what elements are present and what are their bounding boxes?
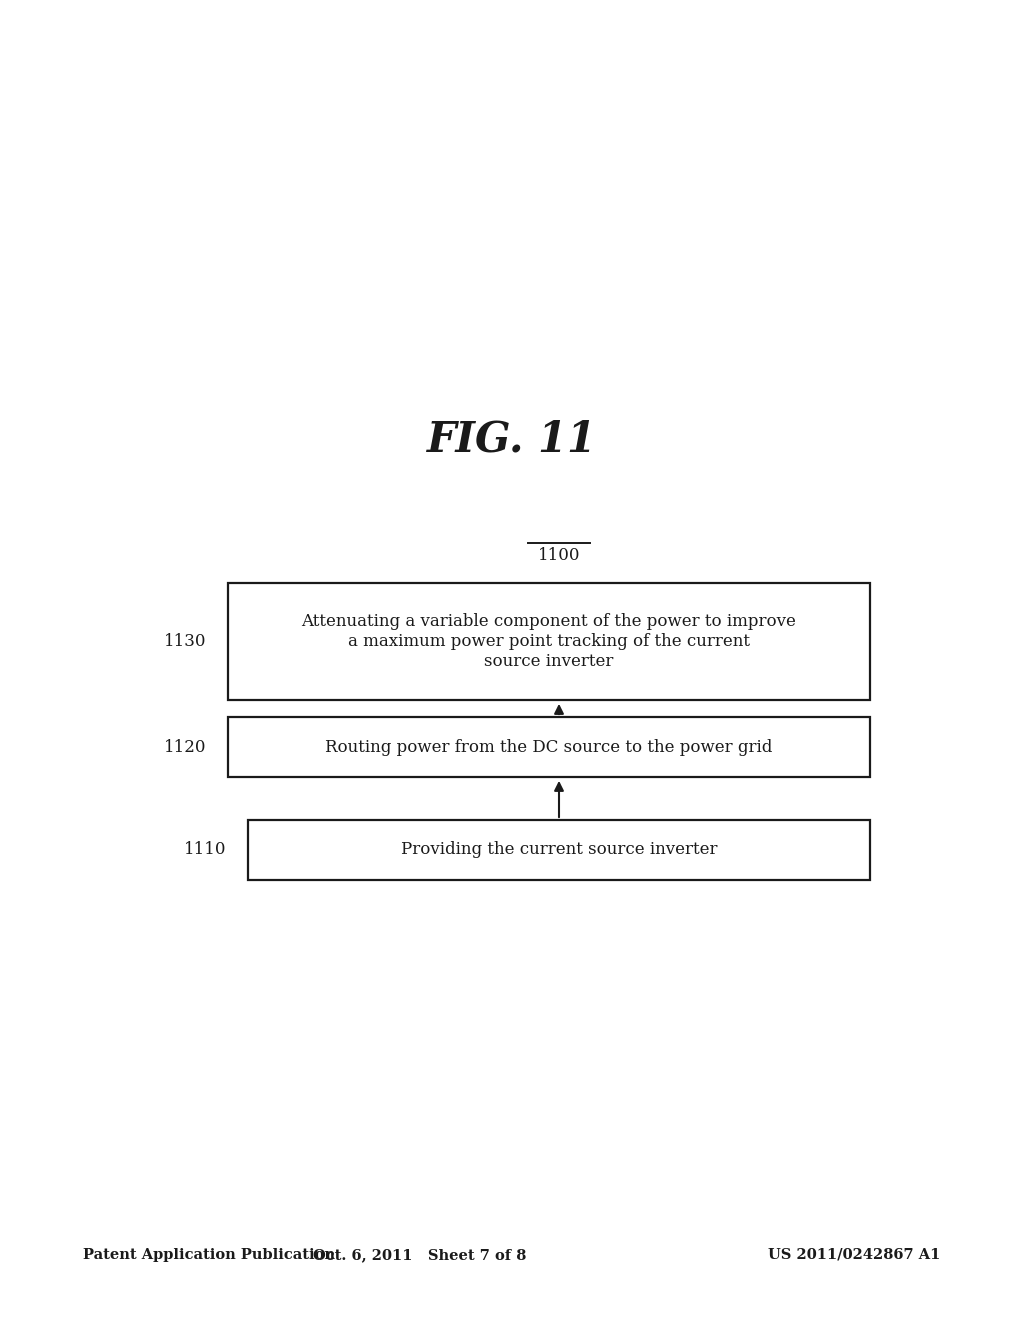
- Bar: [228, 583, 870, 700]
- Text: 1120: 1120: [164, 738, 206, 755]
- Text: FIG. 11: FIG. 11: [427, 418, 597, 461]
- Text: US 2011/0242867 A1: US 2011/0242867 A1: [768, 1247, 940, 1262]
- Text: Providing the current source inverter: Providing the current source inverter: [400, 842, 717, 858]
- Text: Oct. 6, 2011   Sheet 7 of 8: Oct. 6, 2011 Sheet 7 of 8: [313, 1247, 526, 1262]
- Text: 1130: 1130: [164, 634, 206, 649]
- Text: 1110: 1110: [183, 842, 226, 858]
- Text: Patent Application Publication: Patent Application Publication: [83, 1247, 335, 1262]
- Text: 1100: 1100: [538, 546, 581, 564]
- Bar: [248, 820, 870, 880]
- Text: Routing power from the DC source to the power grid: Routing power from the DC source to the …: [326, 738, 773, 755]
- Bar: [228, 717, 870, 777]
- Text: Attenuating a variable component of the power to improve
a maximum power point t: Attenuating a variable component of the …: [301, 614, 797, 669]
